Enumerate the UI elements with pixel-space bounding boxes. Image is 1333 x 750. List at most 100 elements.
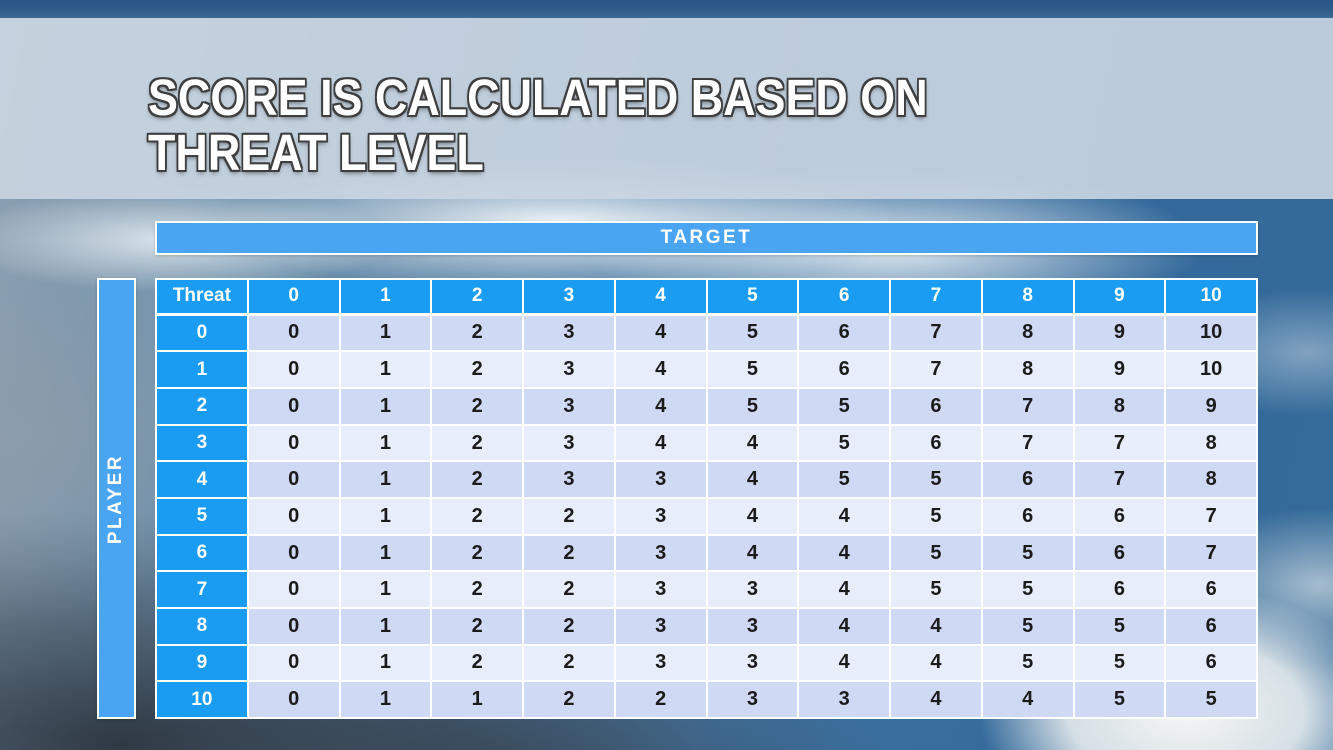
matrix-cell: 3 <box>613 606 708 646</box>
matrix-cell: 1 <box>338 643 433 683</box>
matrix-cell: 1 <box>338 497 433 536</box>
matrix-cell: 5 <box>797 460 891 500</box>
matrix-cell: 0 <box>246 606 341 646</box>
matrix-cell: 8 <box>1164 460 1258 500</box>
column-header-cell: 9 <box>1072 278 1167 316</box>
matrix-cell: 6 <box>1072 533 1167 573</box>
row-header-cell: 6 <box>155 533 249 573</box>
player-axis-label-text: PLAYER <box>105 453 127 544</box>
matrix-cell: 0 <box>246 680 341 719</box>
matrix-cell: 3 <box>705 570 800 609</box>
column-header-cell: 8 <box>980 278 1075 316</box>
matrix-cell: 2 <box>522 680 616 719</box>
matrix-cell: 1 <box>338 570 433 609</box>
matrix-cell: 7 <box>889 312 983 353</box>
row-header-cell: 9 <box>155 643 249 683</box>
matrix-cell: 6 <box>1164 606 1258 646</box>
row-header-cell: 0 <box>155 312 249 353</box>
matrix-cell: 1 <box>338 680 433 719</box>
matrix-cell: 6 <box>797 312 891 353</box>
matrix-cell: 2 <box>522 497 616 536</box>
matrix-cell: 7 <box>980 387 1075 426</box>
matrix-cell: 4 <box>613 423 708 463</box>
matrix-cell: 7 <box>889 350 983 390</box>
matrix-cell: 4 <box>889 606 983 646</box>
matrix-cell: 5 <box>889 570 983 609</box>
matrix-cell: 3 <box>613 533 708 573</box>
matrix-cell: 4 <box>797 606 891 646</box>
matrix-cell: 4 <box>797 497 891 536</box>
matrix-cell: 0 <box>246 312 341 353</box>
matrix-cell: 5 <box>980 533 1075 573</box>
matrix-cell: 5 <box>889 497 983 536</box>
matrix-cell: 2 <box>430 497 524 536</box>
matrix-cell: 0 <box>246 570 341 609</box>
matrix-cell: 7 <box>1164 533 1258 573</box>
matrix-cell: 4 <box>705 423 800 463</box>
matrix-cell: 1 <box>338 533 433 573</box>
matrix-cell: 4 <box>613 387 708 426</box>
matrix-cell: 0 <box>246 423 341 463</box>
matrix-cell: 1 <box>430 680 524 719</box>
matrix-cell: 5 <box>705 387 800 426</box>
matrix-cell: 4 <box>797 643 891 683</box>
matrix-row: 1 0 1 2 3 4 5 6 7 8 9 10 <box>155 350 1258 390</box>
matrix-cell: 1 <box>338 423 433 463</box>
matrix-cell: 2 <box>522 606 616 646</box>
matrix-cell: 1 <box>338 387 433 426</box>
matrix-cell: 6 <box>889 387 983 426</box>
matrix-cell: 2 <box>522 570 616 609</box>
matrix-cell: 4 <box>613 312 708 353</box>
column-header-cell: 2 <box>430 278 524 316</box>
matrix-cell: 8 <box>1072 387 1167 426</box>
matrix-cell: 4 <box>889 643 983 683</box>
top-accent-bar <box>0 0 1333 18</box>
matrix-cell: 0 <box>246 387 341 426</box>
column-header-cell: 5 <box>705 278 800 316</box>
row-header-cell: 3 <box>155 423 249 463</box>
matrix-row: 0 0 1 2 3 4 5 6 7 8 9 10 <box>155 312 1258 353</box>
matrix-cell: 2 <box>430 606 524 646</box>
matrix-cell: 5 <box>797 387 891 426</box>
row-header-cell: 10 <box>155 680 249 719</box>
column-header-cell: 3 <box>522 278 616 316</box>
matrix-cell: 4 <box>705 460 800 500</box>
matrix-cell: 4 <box>980 680 1075 719</box>
matrix-cell: 3 <box>705 680 800 719</box>
matrix-cell: 6 <box>980 497 1075 536</box>
matrix-cell: 4 <box>613 350 708 390</box>
matrix-cell: 2 <box>430 570 524 609</box>
target-axis-label: TARGET <box>155 221 1258 255</box>
matrix-cell: 4 <box>797 570 891 609</box>
matrix-cell: 4 <box>705 497 800 536</box>
matrix-cell: 5 <box>980 606 1075 646</box>
matrix-cell: 5 <box>889 460 983 500</box>
matrix-cell: 2 <box>430 312 524 353</box>
matrix-cell: 9 <box>1072 312 1167 353</box>
matrix-cell: 6 <box>889 423 983 463</box>
matrix-cell: 5 <box>980 643 1075 683</box>
matrix-cell: 3 <box>613 497 708 536</box>
matrix-cell: 2 <box>430 533 524 573</box>
matrix-cell: 3 <box>522 423 616 463</box>
matrix-cell: 5 <box>889 533 983 573</box>
matrix-cell: 4 <box>889 680 983 719</box>
matrix-cell: 3 <box>613 460 708 500</box>
matrix-cell: 3 <box>797 680 891 719</box>
row-header-cell: 7 <box>155 570 249 609</box>
title-band: SCORE IS CALCULATED BASED ON THREAT LEVE… <box>0 18 1333 199</box>
matrix-cell: 7 <box>1072 460 1167 500</box>
row-header-cell: 4 <box>155 460 249 500</box>
matrix-cell: 5 <box>705 350 800 390</box>
row-header-cell: 5 <box>155 497 249 536</box>
matrix-cell: 1 <box>338 606 433 646</box>
matrix-cell: 5 <box>1072 606 1167 646</box>
matrix-cell: 3 <box>705 643 800 683</box>
matrix-cell: 3 <box>522 387 616 426</box>
matrix-cell: 6 <box>1072 570 1167 609</box>
score-matrix-table: Threat 0 1 2 3 4 5 6 7 8 9 10 0 0 1 2 3 4 5 6 7 8 9 10 1 0 1 2 3 4 5… <box>155 278 1258 719</box>
